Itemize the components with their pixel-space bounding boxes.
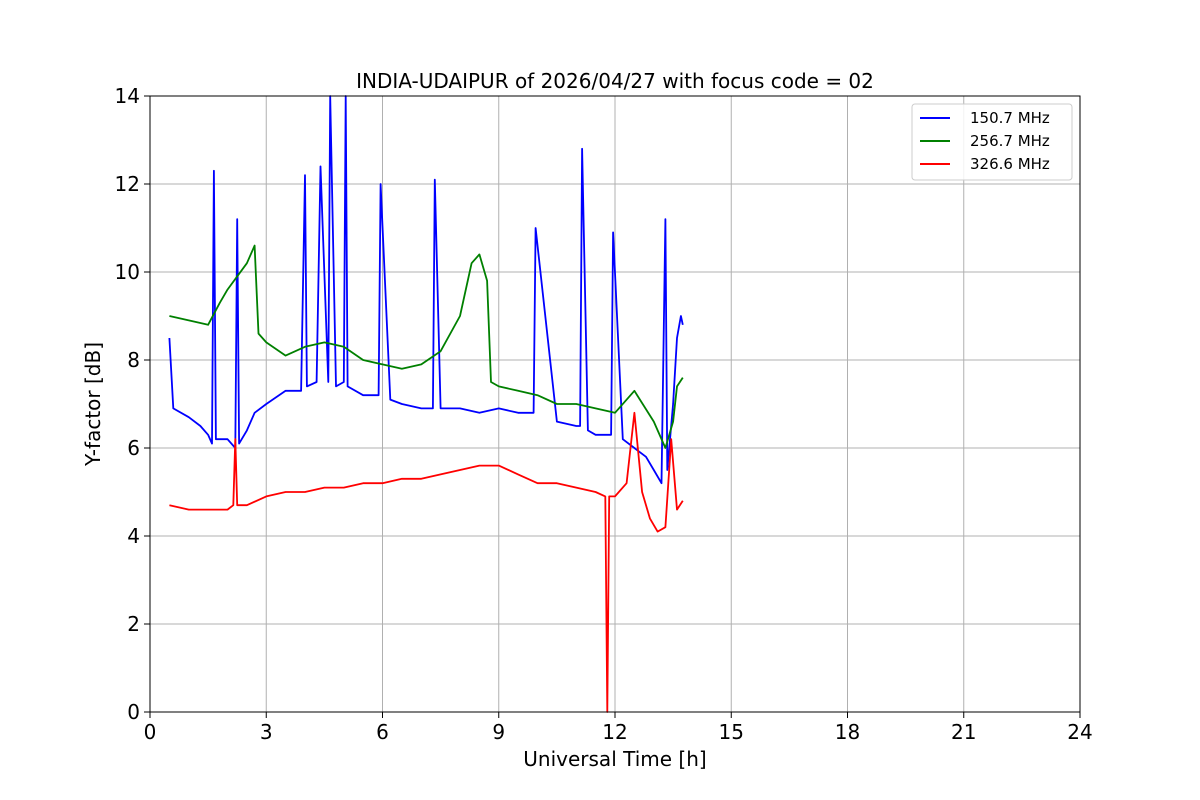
y-tick-label: 12 bbox=[115, 172, 140, 196]
x-tick-label: 15 bbox=[719, 720, 744, 744]
y-tick-label: 14 bbox=[115, 84, 140, 108]
legend-box bbox=[911, 103, 1073, 181]
x-tick-label: 3 bbox=[260, 720, 273, 744]
chart-title: INDIA-UDAIPUR of 2026/04/27 with focus c… bbox=[356, 69, 874, 93]
x-tick-label: 6 bbox=[376, 720, 389, 744]
series-line-326-6-mhz bbox=[169, 411, 684, 713]
series-group bbox=[168, 95, 684, 713]
y-axis-label: Y-factor [dB] bbox=[81, 342, 105, 467]
x-tick-label: 12 bbox=[602, 720, 627, 744]
y-tick-label: 2 bbox=[127, 612, 140, 636]
series-line-150-7-mhz bbox=[168, 95, 684, 485]
legend-label: 326.6 MHz bbox=[970, 155, 1050, 173]
legend-label: 150.7 MHz bbox=[970, 109, 1050, 127]
x-axis-label: Universal Time [h] bbox=[523, 747, 706, 771]
legend-label: 256.7 MHz bbox=[970, 132, 1050, 150]
y-tick-label: 4 bbox=[127, 524, 140, 548]
y-tick-label: 0 bbox=[127, 700, 140, 724]
x-tick-label: 9 bbox=[492, 720, 505, 744]
x-tick-label: 0 bbox=[144, 720, 157, 744]
x-tick-label: 24 bbox=[1067, 720, 1092, 744]
y-tick-label: 8 bbox=[127, 348, 140, 372]
legend: 150.7 MHz 256.7 MHz 326.6 MHz bbox=[911, 103, 1073, 181]
x-tick-label: 18 bbox=[835, 720, 860, 744]
series-line-256-7-mhz bbox=[169, 244, 684, 449]
y-tick-label: 10 bbox=[115, 260, 140, 284]
x-tick-label: 21 bbox=[951, 720, 976, 744]
y-tick-label: 6 bbox=[127, 436, 140, 460]
